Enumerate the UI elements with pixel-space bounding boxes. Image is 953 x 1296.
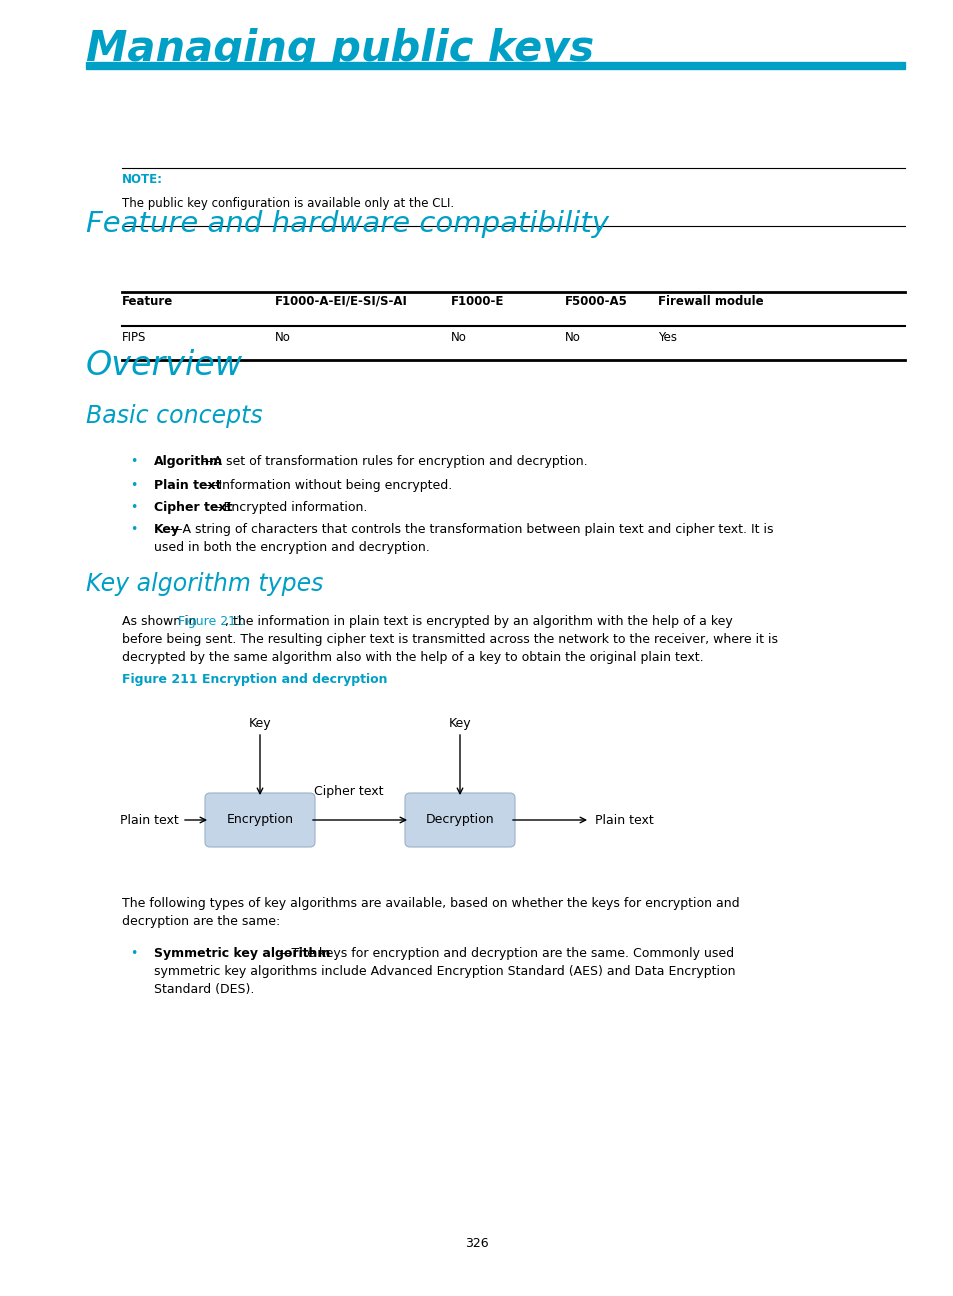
Text: Plain text: Plain text — [595, 814, 653, 827]
Text: Decryption: Decryption — [425, 814, 494, 827]
Text: F1000-E: F1000-E — [451, 295, 504, 308]
Text: Key: Key — [249, 717, 271, 730]
Text: Basic concepts: Basic concepts — [86, 404, 262, 428]
Text: •: • — [130, 947, 137, 960]
Text: Algorithm: Algorithm — [153, 455, 223, 468]
Text: decrypted by the same algorithm also with the help of a key to obtain the origin: decrypted by the same algorithm also wit… — [122, 651, 703, 664]
Text: NOTE:: NOTE: — [122, 172, 163, 187]
Text: •: • — [130, 524, 137, 537]
Text: Standard (DES).: Standard (DES). — [153, 982, 254, 997]
Text: Overview: Overview — [86, 349, 243, 382]
Text: Plain text: Plain text — [120, 814, 178, 827]
Text: Firewall module: Firewall module — [658, 295, 763, 308]
Text: —Encrypted information.: —Encrypted information. — [212, 502, 368, 515]
Text: The following types of key algorithms are available, based on whether the keys f: The following types of key algorithms ar… — [122, 897, 739, 910]
Text: —The keys for encryption and decryption are the same. Commonly used: —The keys for encryption and decryption … — [279, 947, 734, 960]
Text: Figure 211 Encryption and decryption: Figure 211 Encryption and decryption — [122, 673, 387, 686]
Text: Figure 211: Figure 211 — [178, 616, 244, 629]
Text: No: No — [451, 330, 466, 343]
Text: Key: Key — [153, 524, 180, 537]
Text: Feature: Feature — [122, 295, 173, 308]
Text: —A string of characters that controls the transformation between plain text and : —A string of characters that controls th… — [170, 524, 772, 537]
Text: •: • — [130, 455, 137, 468]
Text: As shown in: As shown in — [122, 616, 200, 629]
Text: Symmetric key algorithm: Symmetric key algorithm — [153, 947, 330, 960]
Text: Plain text: Plain text — [153, 480, 221, 492]
Text: Managing public keys: Managing public keys — [86, 29, 594, 70]
Text: No: No — [564, 330, 579, 343]
Text: No: No — [274, 330, 291, 343]
Text: •: • — [130, 502, 137, 515]
Text: Cipher text: Cipher text — [314, 785, 383, 798]
Text: The public key configuration is available only at the CLI.: The public key configuration is availabl… — [122, 197, 454, 210]
FancyBboxPatch shape — [405, 793, 515, 848]
Text: Key algorithm types: Key algorithm types — [86, 572, 323, 596]
Text: decryption are the same:: decryption are the same: — [122, 915, 280, 928]
Text: 326: 326 — [465, 1236, 488, 1251]
Text: —A set of transformation rules for encryption and decryption.: —A set of transformation rules for encry… — [201, 455, 587, 468]
FancyBboxPatch shape — [205, 793, 314, 848]
Text: , the information in plain text is encrypted by an algorithm with the help of a : , the information in plain text is encry… — [225, 616, 732, 629]
Text: F5000-A5: F5000-A5 — [564, 295, 627, 308]
Text: before being sent. The resulting cipher text is transmitted across the network t: before being sent. The resulting cipher … — [122, 632, 778, 645]
Text: Yes: Yes — [658, 330, 677, 343]
Text: Encryption: Encryption — [226, 814, 294, 827]
Text: symmetric key algorithms include Advanced Encryption Standard (AES) and Data Enc: symmetric key algorithms include Advance… — [153, 966, 735, 978]
Text: Cipher text: Cipher text — [153, 502, 233, 515]
Text: —Information without being encrypted.: —Information without being encrypted. — [206, 480, 452, 492]
Text: FIPS: FIPS — [122, 330, 146, 343]
Bar — [86, 62, 904, 69]
Text: Key: Key — [448, 717, 471, 730]
Text: used in both the encryption and decryption.: used in both the encryption and decrypti… — [153, 540, 429, 553]
Text: Feature and hardware compatibility: Feature and hardware compatibility — [86, 210, 608, 238]
Text: F1000-A-EI/E-SI/S-AI: F1000-A-EI/E-SI/S-AI — [274, 295, 407, 308]
Text: •: • — [130, 480, 137, 492]
